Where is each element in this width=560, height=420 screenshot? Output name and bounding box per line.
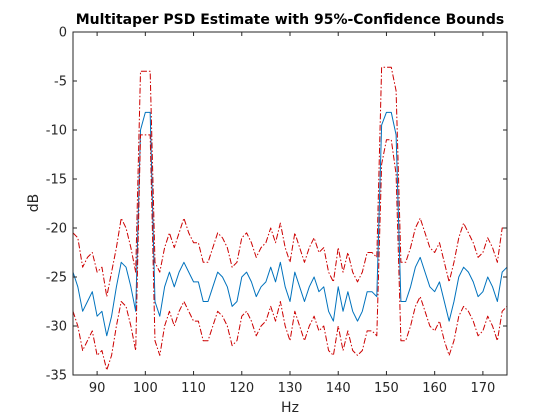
x-tick-label: 130 [278,381,303,396]
x-tick-label: 150 [374,381,399,396]
axes-background [73,32,507,375]
y-tick-label: -10 [46,124,67,139]
y-tick-label: -30 [46,320,67,335]
y-tick-label: -35 [46,369,67,384]
y-tick-label: -25 [46,271,67,286]
y-tick-label: -15 [46,173,67,188]
x-axis-label: Hz [281,400,299,416]
y-axis-label: dB [26,194,42,213]
x-tick-label: 120 [229,381,254,396]
lower-confidence-bound-line [72,134,508,371]
x-tick-label: 140 [326,381,351,396]
x-tick-label: 90 [89,381,106,396]
upper-confidence-bound-line [72,66,507,298]
y-tick-label: 0 [59,26,67,41]
x-tick-label: 170 [470,381,495,396]
x-tick-label: 100 [133,381,158,396]
ticks-layer: 90 100 110 120 130 140 150 160 170 -35 -30 -25 -20 -1… [46,26,507,396]
y-tick-label: -5 [54,75,67,90]
axes-box [72,31,508,376]
x-tick-label: 160 [422,381,447,396]
psd-estimate-line [72,111,508,337]
x-tick-label: 110 [181,381,206,396]
series-layer [72,66,508,371]
chart-title: Multitaper PSD Estimate with 95%-Confide… [76,12,505,28]
y-tick-label: -20 [46,222,67,237]
